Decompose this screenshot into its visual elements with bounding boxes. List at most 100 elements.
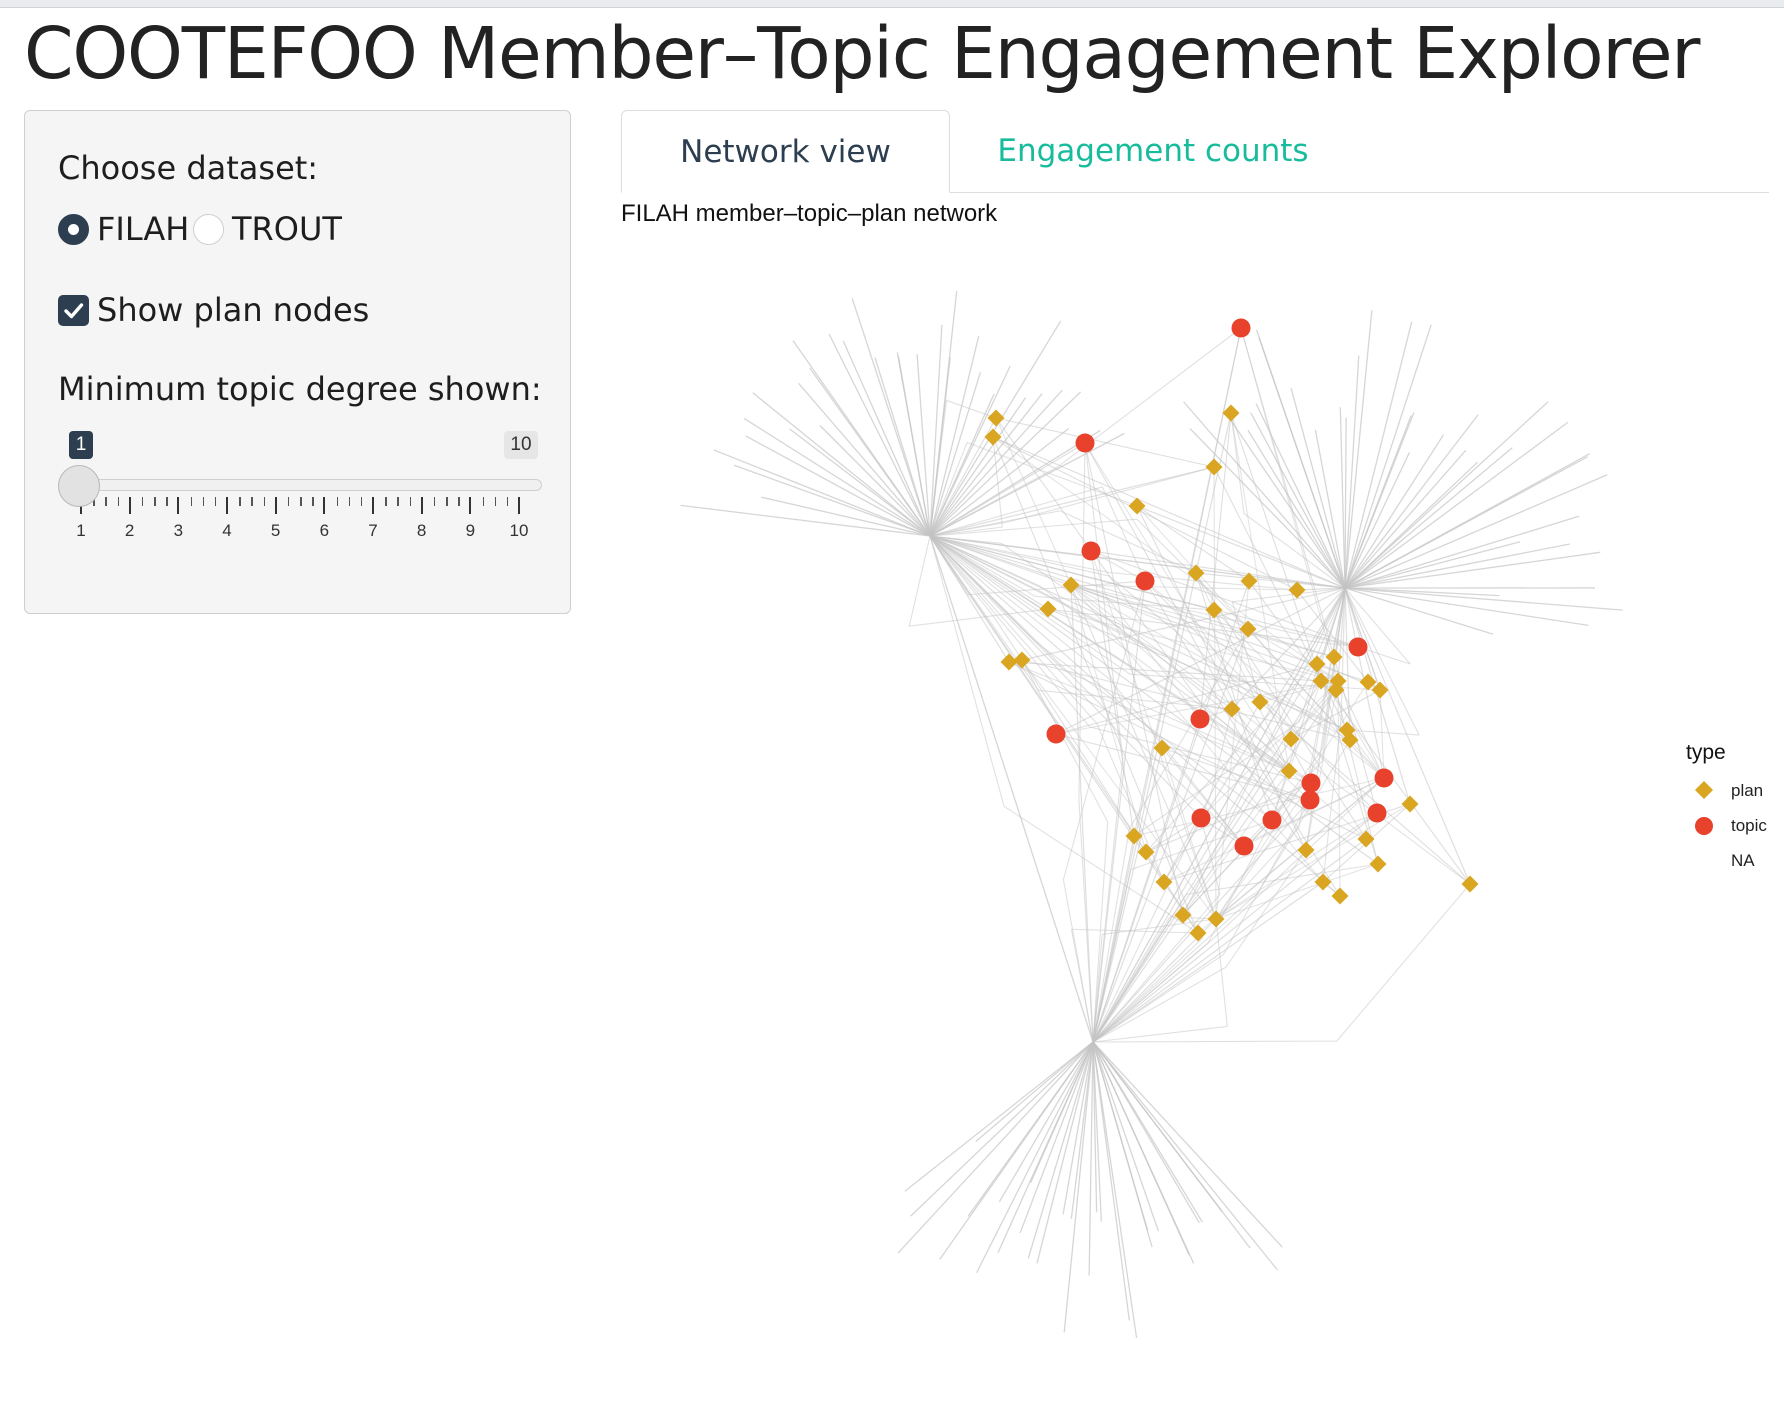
slider-tick-label: 6: [319, 521, 330, 540]
network-edge: [1092, 747, 1163, 1043]
slider-minor-tick: [433, 497, 436, 506]
network-edge: [1092, 812, 1378, 1043]
network-edge: [1344, 355, 1360, 589]
topic-node: [1300, 790, 1320, 810]
legend-label-plan: plan: [1731, 781, 1764, 800]
network-edge: [1021, 659, 1199, 934]
topic-node: [1191, 808, 1211, 828]
network-edge: [1136, 505, 1250, 582]
slider-tick-label: 7: [368, 521, 378, 540]
slider-minor-tick: [287, 497, 290, 506]
network-edge: [1344, 587, 1351, 741]
network-edge: [1092, 1025, 1228, 1043]
degree-slider-track[interactable]: [60, 479, 542, 491]
plan-node: [1359, 673, 1377, 691]
plan-node: [1240, 572, 1258, 590]
network-edge: [1090, 550, 1359, 648]
network-edge: [1136, 505, 1307, 851]
network-edge: [1092, 869, 1132, 1043]
tab-network-view[interactable]: Network view: [621, 110, 950, 193]
slider-minor-tick: [409, 497, 411, 506]
slider-minor-tick: [506, 497, 509, 506]
tab-bar-underline: [621, 192, 1769, 193]
network-edge: [1092, 1041, 1149, 1232]
network-edge: [908, 535, 931, 627]
network-edge: [1059, 510, 1197, 574]
legend-title: type: [1686, 741, 1726, 764]
plan-node: [1308, 655, 1326, 673]
network-edge: [1344, 415, 1412, 589]
network-edge: [897, 355, 931, 537]
plan-node: [1128, 497, 1146, 515]
network-edge: [929, 442, 1086, 537]
network-edge: [713, 449, 931, 537]
network-edge: [1092, 797, 1211, 1043]
network-edge: [1036, 1041, 1094, 1264]
radio-filah-label[interactable]: FILAH: [97, 210, 190, 248]
network-edge: [1133, 721, 1300, 837]
slider-minor-tick: [166, 497, 168, 506]
network-edge: [1021, 587, 1346, 661]
network-edge: [1008, 661, 1290, 772]
tab-engagement-counts[interactable]: Engagement counts: [997, 133, 1309, 169]
plan-node: [1288, 581, 1306, 599]
show-plan-label[interactable]: Show plan nodes: [97, 291, 370, 329]
network-edge: [1163, 587, 1346, 883]
slider-minor-tick: [458, 497, 460, 506]
network-edge: [1092, 628, 1249, 1043]
network-edge: [1344, 551, 1601, 589]
legend-label-na: NA: [1731, 851, 1755, 870]
radio-filah[interactable]: [58, 214, 89, 245]
network-edge: [1230, 412, 1245, 514]
plan-node: [1327, 681, 1345, 699]
network-edge: [929, 324, 943, 537]
network-edge: [929, 335, 980, 537]
checkmark-icon: [64, 303, 84, 319]
plan-node: [984, 428, 1002, 446]
network-edge: [1322, 716, 1342, 883]
network-edge: [929, 535, 1245, 847]
network-edge: [1128, 628, 1249, 829]
network-edge: [929, 400, 948, 537]
network-edge: [929, 535, 1110, 577]
network-edge: [1247, 628, 1339, 682]
network-edge: [1070, 584, 1471, 885]
plan-node: [1312, 672, 1330, 690]
plan-node: [1000, 653, 1018, 671]
network-edge: [1314, 429, 1346, 589]
network-edge: [752, 392, 931, 537]
network-edge: [828, 333, 931, 537]
network-edge: [798, 382, 931, 537]
network-edge: [929, 521, 1008, 537]
plan-node: [1205, 601, 1223, 619]
network-edge: [1344, 587, 1500, 597]
network-edge: [1213, 466, 1217, 920]
network-edge: [1243, 513, 1346, 589]
plan-node: [1013, 651, 1031, 669]
network-edge: [929, 466, 1215, 537]
network-edge: [995, 417, 1215, 468]
plan-node: [1174, 906, 1192, 924]
show-plan-checkbox[interactable]: [58, 295, 89, 326]
network-edge: [1182, 587, 1346, 916]
network-edge: [992, 436, 1298, 591]
degree-slider-handle[interactable]: [58, 465, 100, 507]
radio-trout[interactable]: [193, 214, 224, 245]
network-edge: [916, 353, 931, 537]
radio-trout-label[interactable]: TROUT: [232, 210, 342, 248]
slider-minor-tick: [251, 497, 253, 506]
slider-minor-tick: [105, 497, 107, 506]
network-edge: [1092, 1041, 1203, 1223]
network-edge: [1248, 580, 1471, 885]
plan-node: [1223, 700, 1241, 718]
network-edge: [1337, 680, 1385, 779]
network-edge: [874, 357, 931, 537]
network-edge: [1195, 572, 1367, 840]
slider-major-tick: [323, 497, 326, 514]
network-edge: [851, 298, 931, 537]
slider-tick-label: 3: [173, 521, 184, 540]
network-edge: [1344, 401, 1549, 589]
network-edge: [929, 535, 969, 596]
plan-node: [1251, 693, 1269, 711]
network-edge: [1212, 777, 1385, 940]
